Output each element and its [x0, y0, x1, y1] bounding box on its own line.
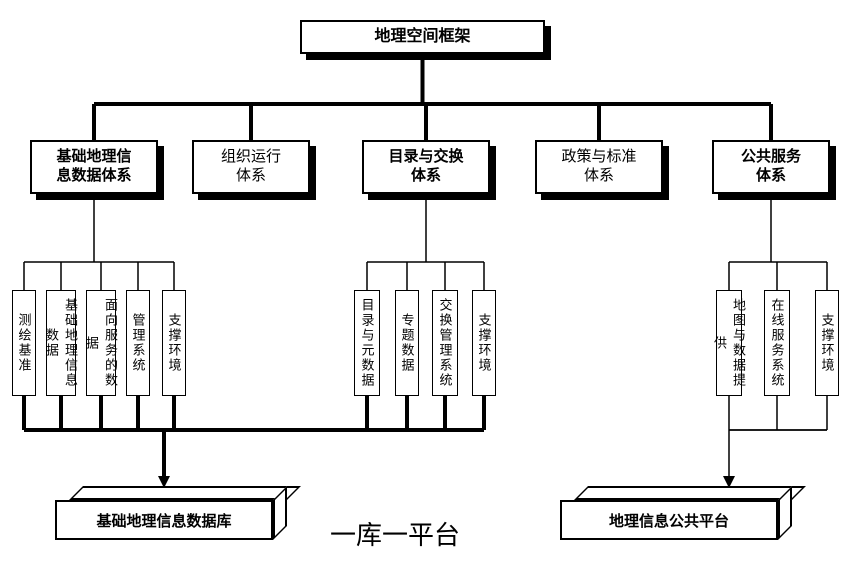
- level2-box-label: 组织运行体系: [192, 140, 310, 194]
- bottom-left-box-label: 基础地理信息数据库: [55, 500, 273, 540]
- root-box: 地理空间框架: [300, 20, 545, 54]
- center-label: 一库一平台: [330, 515, 460, 552]
- level2-box: 组织运行体系: [192, 140, 310, 194]
- leaf-box: 专题数据: [395, 290, 419, 396]
- level2-box: 目录与交换体系: [362, 140, 490, 194]
- leaf-box: 交换管理系统: [432, 290, 458, 396]
- level2-box: 基础地理信息数据体系: [30, 140, 158, 194]
- level2-box-label: 目录与交换体系: [362, 140, 490, 194]
- leaf-box: 支撑环境: [162, 290, 186, 396]
- bottom-right-box-label: 地理信息公共平台: [560, 500, 778, 540]
- leaf-box: 目录与元数据: [354, 290, 380, 396]
- leaf-box: 测绘基准: [12, 290, 36, 396]
- level2-box-label: 公共服务体系: [712, 140, 830, 194]
- level2-box-label: 基础地理信息数据体系: [30, 140, 158, 194]
- leaf-box: 面向服务的数据: [86, 290, 116, 396]
- leaf-box: 支撑环境: [472, 290, 496, 396]
- level2-box: 公共服务体系: [712, 140, 830, 194]
- leaf-box: 管理系统: [126, 290, 150, 396]
- level2-box-label: 政策与标准体系: [535, 140, 663, 194]
- leaf-box: 在线服务系统: [764, 290, 790, 396]
- leaf-box: 地图与数据提供: [716, 290, 742, 396]
- diagram-canvas: 地理空间框架基础地理信息数据体系组织运行体系目录与交换体系政策与标准体系公共服务…: [0, 0, 858, 572]
- level2-box: 政策与标准体系: [535, 140, 663, 194]
- bottom-right-box: 地理信息公共平台: [560, 486, 792, 540]
- leaf-box: 支撑环境: [815, 290, 839, 396]
- leaf-box: 基础地理信息数据: [46, 290, 76, 396]
- root-box-label: 地理空间框架: [300, 20, 545, 54]
- bottom-left-box: 基础地理信息数据库: [55, 486, 287, 540]
